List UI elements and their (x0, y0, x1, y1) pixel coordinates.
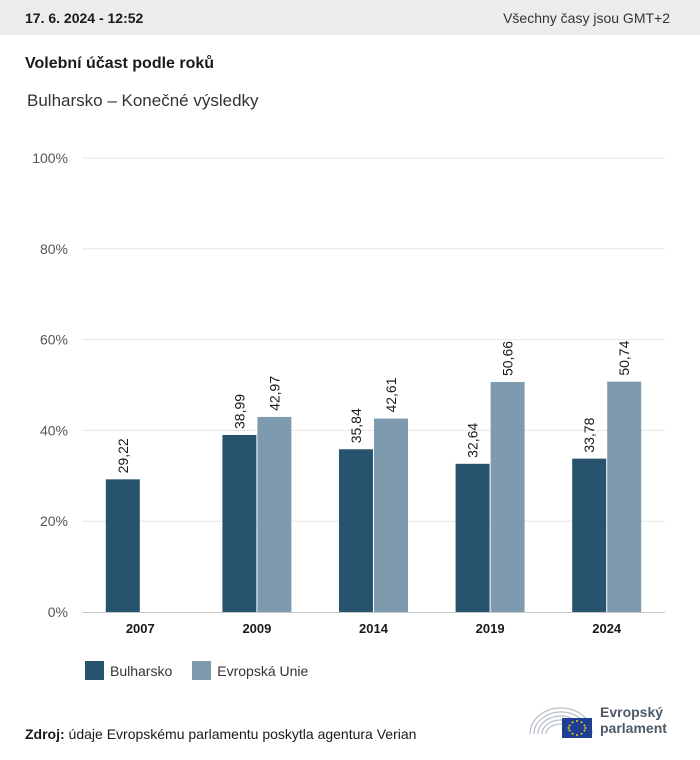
x-tick-label: 2024 (592, 621, 622, 636)
data-label: 29,22 (115, 438, 131, 473)
y-tick-label: 80% (40, 241, 68, 257)
logo-wordmark: Evropský parlament (600, 704, 667, 736)
european-parliament-logo: Evropský parlament (528, 702, 667, 738)
timestamp: 17. 6. 2024 - 12:52 (25, 9, 144, 26)
bar (257, 416, 292, 612)
y-tick-label: 0% (48, 604, 68, 620)
chart-subtitle: Bulharsko – Konečné výsledky (27, 91, 259, 110)
y-tick-label: 40% (40, 422, 68, 438)
bar (339, 449, 373, 612)
data-label: 38,99 (231, 394, 247, 429)
source-text: údaje Evropskému parlamentu poskytla age… (68, 726, 417, 742)
bar (105, 479, 140, 612)
logo-line-2: parlament (600, 720, 667, 736)
eu-flag-icon (562, 718, 592, 738)
data-label: 33,78 (581, 417, 597, 452)
bar (455, 463, 490, 612)
legend-label-bulharsko: Bulharsko (110, 662, 173, 679)
bar (490, 382, 525, 612)
source-note: Zdroj: údaje Evropskému parlamentu posky… (25, 726, 416, 742)
bar (222, 434, 257, 612)
y-tick-label: 20% (40, 513, 68, 529)
logo-line-1: Evropský (600, 704, 664, 720)
bar-chart: 0% 20% 40% 60% 80% 100% 29,22 2007 38,99 42,97 200… (32, 150, 665, 636)
legend-label-eu: Evropská Unie (217, 662, 309, 679)
parliament-hemicycle-icon (529, 707, 593, 738)
legend-item-bulharsko[interactable]: Bulharsko (85, 661, 172, 680)
legend-item-eu[interactable]: Evropská Unie (192, 661, 308, 680)
data-label: 35,84 (348, 408, 364, 443)
chart-title: Volební účast podle roků (25, 55, 215, 72)
legend: Bulharsko Evropská Unie (85, 661, 308, 680)
legend-swatch-bulharsko (85, 661, 104, 680)
x-tick-label: 2014 (359, 621, 389, 636)
data-label: 50,66 (500, 341, 516, 376)
data-label: 32,64 (465, 423, 481, 458)
x-tick-label: 2019 (476, 621, 505, 636)
data-label: 42,61 (383, 377, 399, 412)
legend-swatch-eu (192, 661, 212, 680)
y-tick-label: 60% (40, 332, 68, 348)
source-label: Zdroj: (25, 726, 65, 742)
bar (572, 458, 607, 612)
top-bar: 17. 6. 2024 - 12:52 Všechny časy jsou GM… (0, 0, 700, 35)
x-tick-label: 2009 (242, 621, 271, 636)
timezone-note: Všechny časy jsou GMT+2 (503, 9, 670, 26)
y-tick-label: 100% (32, 150, 68, 166)
data-label: 50,74 (616, 340, 632, 375)
bar (607, 381, 642, 612)
bar (374, 418, 408, 612)
x-tick-label: 2007 (126, 621, 155, 636)
data-label: 42,97 (266, 376, 282, 411)
